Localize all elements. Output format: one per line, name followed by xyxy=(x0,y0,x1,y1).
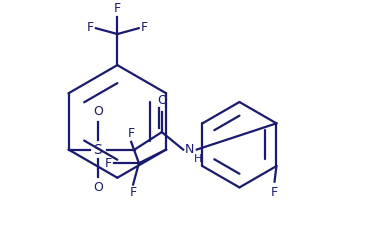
Text: F: F xyxy=(105,157,112,170)
Text: S: S xyxy=(93,143,102,156)
Text: F: F xyxy=(127,127,135,140)
Text: N: N xyxy=(184,143,194,156)
Text: O: O xyxy=(157,94,167,107)
Text: F: F xyxy=(87,21,94,34)
Text: O: O xyxy=(93,181,102,194)
Text: F: F xyxy=(129,186,137,199)
Text: F: F xyxy=(141,21,148,34)
Text: H: H xyxy=(194,154,202,164)
Text: F: F xyxy=(114,2,121,15)
Text: F: F xyxy=(271,185,278,198)
Text: O: O xyxy=(93,105,102,118)
